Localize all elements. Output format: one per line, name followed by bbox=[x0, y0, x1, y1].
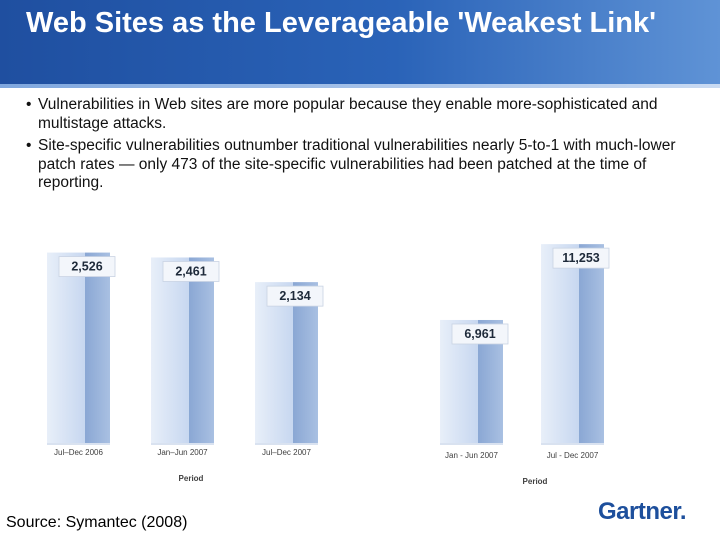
bar-side-face bbox=[579, 244, 604, 443]
bar bbox=[47, 252, 85, 443]
bar-side-face bbox=[85, 252, 110, 443]
bar-base bbox=[47, 443, 110, 445]
bar-side-face bbox=[189, 257, 214, 443]
bullet-item: • Site-specific vulnerabilities outnumbe… bbox=[24, 137, 704, 193]
x-tick-label: Jul–Dec 2006 bbox=[54, 448, 103, 457]
bar-value-label: 2,526 bbox=[71, 260, 102, 274]
bar bbox=[151, 257, 189, 443]
bullet-item: • Vulnerabilities in Web sites are more … bbox=[24, 96, 704, 133]
bar-base bbox=[440, 443, 503, 445]
bar-value-box bbox=[451, 323, 509, 345]
bar-base bbox=[151, 443, 214, 445]
bar-value-label: 2,461 bbox=[175, 264, 206, 278]
x-axis-title: Period bbox=[523, 477, 548, 486]
bullet-glyph: • bbox=[26, 137, 32, 154]
bar bbox=[255, 282, 293, 443]
slide-title: Web Sites as the Leverageable 'Weakest L… bbox=[26, 7, 657, 39]
bar-value-box bbox=[266, 285, 324, 307]
x-tick-label: Jul–Dec 2007 bbox=[262, 448, 311, 457]
x-tick-label: Jan - Jun 2007 bbox=[445, 451, 498, 460]
bar-base bbox=[541, 443, 604, 445]
x-tick-label: Jul - Dec 2007 bbox=[547, 451, 599, 460]
bullet-text: Vulnerabilities in Web sites are more po… bbox=[38, 96, 658, 132]
bar bbox=[541, 244, 579, 443]
bar-value-box bbox=[162, 261, 220, 282]
bullet-text: Site-specific vulnerabilities outnumber … bbox=[38, 137, 676, 191]
bar-side-face bbox=[293, 282, 318, 443]
bar-value-box bbox=[58, 256, 116, 277]
bar-value-label: 2,134 bbox=[279, 289, 310, 303]
bar-value-box bbox=[552, 247, 610, 269]
bar-charts: 2,526 Jul–Dec 2006 2,461 Jan–Jun 2007 2,134 J… bbox=[47, 244, 610, 486]
x-axis-title: Period bbox=[179, 474, 204, 483]
bar-value-label: 6,961 bbox=[464, 327, 495, 341]
x-tick-label: Jan–Jun 2007 bbox=[157, 448, 208, 457]
gartner-logo: Gartner. bbox=[598, 498, 687, 525]
bar-value-label: 11,253 bbox=[562, 251, 600, 265]
bar-base bbox=[255, 443, 318, 445]
bullet-list: • Vulnerabilities in Web sites are more … bbox=[24, 96, 704, 197]
source-citation: Source: Symantec (2008) bbox=[6, 514, 188, 531]
title-bar: Web Sites as the Leverageable 'Weakest L… bbox=[0, 0, 720, 88]
bullet-glyph: • bbox=[26, 96, 32, 113]
